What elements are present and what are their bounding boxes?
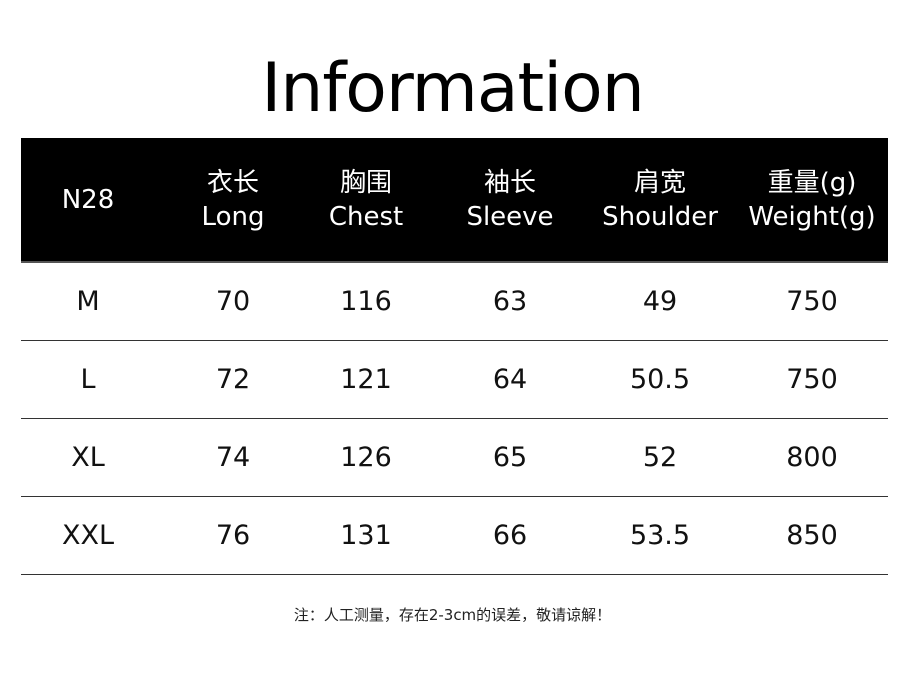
page-title: Information — [261, 49, 645, 128]
header-en: N28 — [61, 184, 115, 215]
table-row: L 72 121 64 50.5 750 — [21, 341, 888, 419]
header-zh: 衣长 — [206, 167, 260, 198]
table-cell: 63 — [492, 286, 528, 317]
header-cell: 胸围 Chest — [329, 138, 403, 261]
header-zh: 胸围 — [339, 167, 392, 198]
table-cell: 50.5 — [629, 364, 691, 395]
table-cell: 121 — [340, 364, 392, 395]
table-cell: 850 — [786, 520, 838, 551]
table-cell: 52 — [642, 442, 678, 473]
table-cell: 750 — [786, 286, 838, 317]
header-en: Long — [201, 201, 265, 232]
header-zh: 袖长 — [483, 167, 537, 198]
table-cell: 131 — [340, 520, 392, 551]
table-cell: 126 — [340, 442, 392, 473]
table-row: M 70 116 63 49 750 — [21, 263, 888, 341]
header-en: Sleeve — [466, 201, 554, 232]
table-cell: 116 — [340, 286, 392, 317]
header-cell: 肩宽 Shoulder — [602, 138, 718, 261]
table-cell: XL — [71, 442, 105, 473]
size-table: N28 衣长 Long 胸围 Chest 袖长 Sleeve 肩宽 Shoulder 重量(g) W… — [21, 138, 888, 575]
header-en: Weight(g) — [748, 201, 876, 232]
table-cell: 65 — [492, 442, 528, 473]
table-cell: 74 — [215, 442, 251, 473]
table-row: XL 74 126 65 52 800 — [21, 419, 888, 497]
header-cell: 袖长 Sleeve — [466, 138, 553, 261]
table-cell: 76 — [215, 520, 251, 551]
header-cell: 重量(g) Weight(g) — [748, 138, 875, 261]
header-en: Chest — [328, 201, 404, 232]
table-cell: 800 — [786, 442, 838, 473]
header-cell: 衣长 Long — [202, 138, 265, 261]
header-zh: 肩宽 — [633, 167, 686, 198]
table-cell: L — [80, 364, 96, 395]
table-cell: 70 — [215, 286, 251, 317]
table-row: XXL 76 131 66 53.5 850 — [21, 497, 888, 575]
table-cell: 750 — [786, 364, 838, 395]
table-cell: 72 — [215, 364, 251, 395]
table-cell: 53.5 — [629, 520, 691, 551]
table-header: N28 衣长 Long 胸围 Chest 袖长 Sleeve 肩宽 Shoulder 重量(g) W… — [21, 138, 888, 263]
table-cell: 49 — [642, 286, 678, 317]
measurement-note: 注：人工测量，存在2-3cm的误差，敬请谅解！ — [293, 606, 612, 624]
table-cell: 66 — [492, 520, 528, 551]
table-cell: M — [76, 286, 100, 317]
header-en: Shoulder — [602, 201, 718, 232]
header-zh: 重量(g) — [767, 167, 857, 198]
table-cell: XXL — [61, 520, 115, 551]
header-cell: N28 — [62, 138, 115, 261]
table-cell: 64 — [492, 364, 528, 395]
